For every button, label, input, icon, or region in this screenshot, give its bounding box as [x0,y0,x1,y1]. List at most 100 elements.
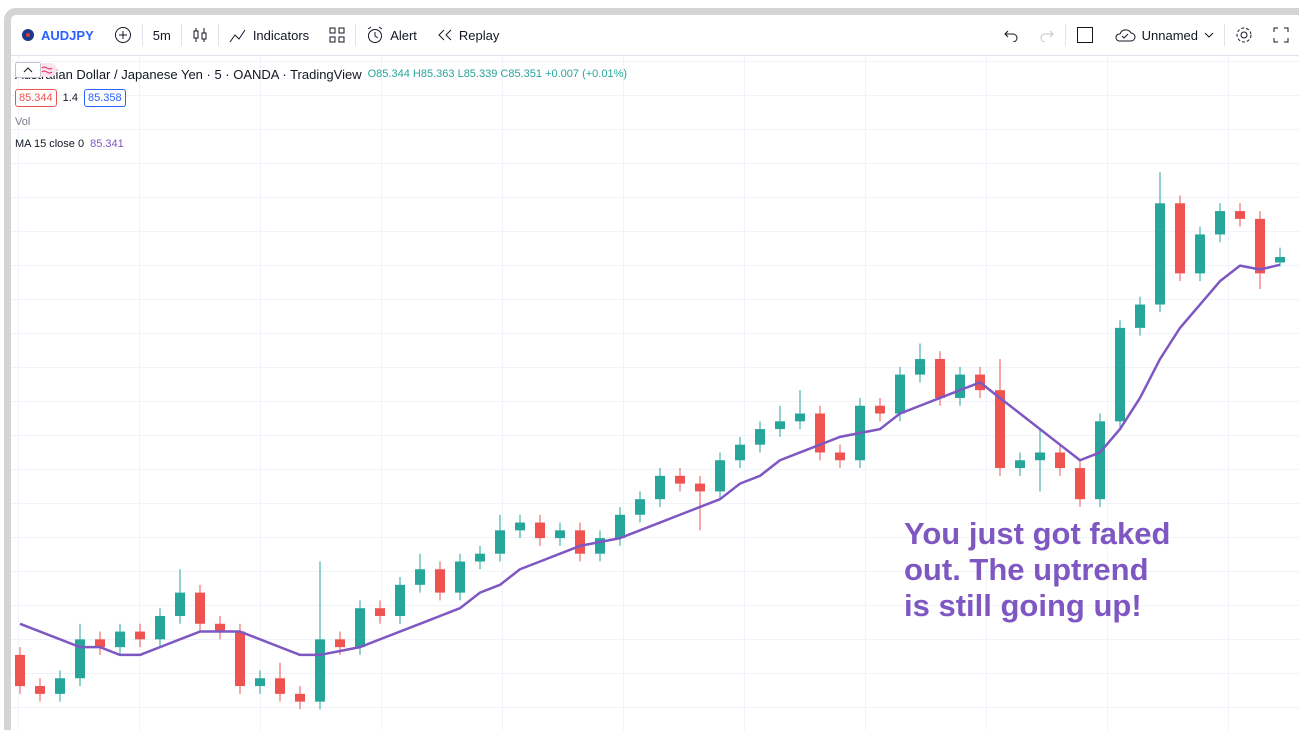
candle-body [755,429,765,445]
candle-body [935,359,945,398]
candle-body [775,421,785,430]
candle-body [1035,452,1045,461]
candle-body [55,678,65,694]
open-label: O [367,68,377,80]
collapse-row [15,62,627,176]
price-chart [15,172,1285,710]
candle-body [215,623,225,632]
candle-body [1055,452,1065,469]
candle-body [995,390,1005,469]
collapse-button[interactable] [15,62,41,78]
high-label: H [412,68,421,80]
candle-body [635,499,645,515]
ma-row: MA 15 close 0 85.341 [15,134,627,154]
buy-price[interactable]: 85.358 [83,89,126,107]
candle-body [1115,327,1125,422]
layouts-button[interactable] [319,15,355,55]
candle-body [1235,211,1245,219]
candle-body [515,522,525,531]
candle-body [1175,203,1185,274]
separator [1224,24,1225,46]
ma-label: MA 15 close 0 [15,138,85,150]
candle-icon [193,28,207,42]
candle-body [695,483,705,492]
legend: Australian Dollar / Japanese Yen · 5 · O… [15,62,627,176]
spread: 1.4 [62,92,78,104]
volume-row: Vol [15,62,627,134]
indicators-icon [229,29,246,43]
add-symbol[interactable] [104,15,142,55]
undo-button[interactable] [993,15,1029,55]
grid-icon [329,27,345,43]
candle-body [355,608,365,648]
candle-body [915,359,925,375]
candle-body [955,374,965,398]
annotation-line: out. The uptrend [904,552,1149,587]
high-value: 85.363 [420,68,455,80]
candle-body [15,654,25,687]
alert-icon [367,26,383,43]
annotation-line: is still going up! [904,588,1142,623]
candle-body [435,569,445,593]
replay-label: Replay [458,27,500,43]
separator [141,24,143,46]
candle-body [1075,468,1085,500]
replay-icon [438,29,452,41]
symbol-button[interactable]: AUDJPY [11,15,104,55]
sell-price[interactable]: 85.344 [15,89,57,107]
candle-body [115,631,125,648]
series-legend: Australian Dollar / Japanese Yen · 5 · O… [15,62,627,86]
candle-body [275,678,285,694]
candle-body [1095,421,1105,500]
candle-body [615,514,625,539]
settings-button[interactable] [1225,15,1263,55]
indicators-button[interactable]: Indicators [219,15,319,55]
change: +0.007 [545,68,580,80]
alert-label: Alert [390,27,417,43]
interval-button[interactable]: 5m [143,15,181,55]
candle-body [1015,460,1025,469]
candle-body [1155,203,1165,305]
interval: 5m [152,27,171,43]
candle-body [535,522,545,539]
plus-icon [114,27,131,43]
fullscreen-box-button[interactable] [1066,15,1104,55]
candle-body [555,530,565,539]
annotation: You just got faked out. The uptrend is s… [904,516,1170,624]
low-label: L [457,68,464,80]
candle-body [135,631,145,640]
expand-button[interactable] [1263,15,1299,55]
candle-body [475,553,485,562]
cloud-icon [1115,29,1136,42]
volume-label: Vol [15,116,31,128]
candle-body [335,639,345,648]
candle-body [735,444,745,461]
candle-body [835,452,845,461]
candle-body [1255,218,1265,274]
candle-body [1195,234,1205,274]
separator [355,24,357,46]
alert-button[interactable]: Alert [356,15,427,55]
expand-icon [1273,27,1289,43]
toolbar: AUDJPY 5m Indicators Alert Replay Unname… [11,15,1299,56]
replay-button[interactable]: Replay [427,15,509,55]
candle-body [375,608,385,616]
separator [217,24,219,46]
redo-button[interactable] [1029,15,1065,55]
moving-average [19,263,1281,657]
candle-body [255,678,265,687]
candle-body [35,686,45,694]
candle-body [95,639,105,648]
candle-body [1215,211,1225,235]
indicators-label: Indicators [252,27,310,43]
quote-row: 85.344 1.4 85.358 [15,86,627,110]
candle-body [815,413,825,453]
flag-icon [22,29,34,41]
change-percent: (+0.01%) [582,68,628,80]
candle-body [875,405,885,414]
close-value: 85.351 [508,68,543,80]
candle-body [715,460,725,492]
chart-type-button[interactable] [182,15,218,55]
layout-button[interactable]: Unnamed [1104,15,1224,55]
separator [180,24,182,46]
